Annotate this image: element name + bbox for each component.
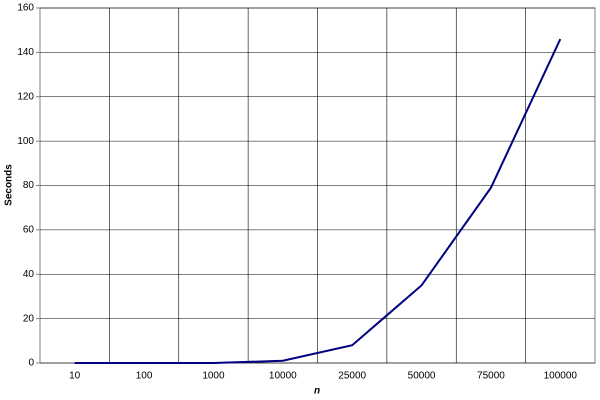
x-tick-label: 10: [69, 371, 81, 382]
x-tick-label: 10000: [269, 371, 297, 382]
data-line: [74, 38, 562, 364]
y-tick-label: 40: [23, 269, 35, 280]
x-tick-label: 100: [136, 371, 153, 382]
y-tick-label: 160: [17, 3, 34, 14]
x-tick-label: 50000: [408, 371, 436, 382]
y-tick-label: 100: [17, 136, 34, 147]
y-tick-label: 80: [23, 180, 35, 191]
y-tick-label: 60: [23, 225, 35, 236]
y-tick-label: 120: [17, 91, 34, 102]
x-axis-title: n: [314, 386, 320, 397]
y-axis-title: Seconds: [4, 164, 15, 206]
x-tick-label: 75000: [477, 371, 505, 382]
y-tick-label: 20: [23, 313, 35, 324]
x-tick-label: 25000: [338, 371, 366, 382]
x-tick-label: 100000: [544, 371, 578, 382]
y-tick-label: 140: [17, 47, 34, 58]
x-tick-label: 1000: [202, 371, 225, 382]
y-tick-label: 0: [28, 358, 34, 369]
